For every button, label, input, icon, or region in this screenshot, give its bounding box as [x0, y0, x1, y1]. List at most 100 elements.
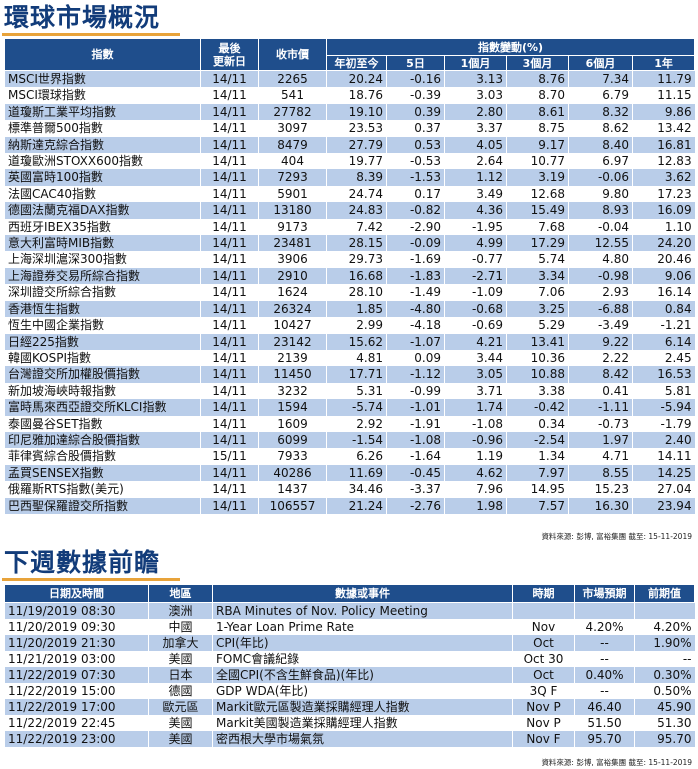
- update-date: 14/11: [200, 399, 259, 416]
- index-name: 香港恆生指數: [4, 300, 201, 318]
- close-price: 40286: [258, 464, 327, 482]
- 5d-change: -0.39: [386, 87, 445, 104]
- market-row: 標準普爾500指數 14/11 3097 23.53 0.37 3.37 8.75 8.62 1…: [4, 120, 695, 137]
- event-forecast: --: [574, 683, 635, 699]
- event-forecast: [574, 602, 635, 619]
- event-region: 加拿大: [148, 635, 213, 651]
- close-price: 23481: [258, 235, 327, 252]
- ytd-change: 21.24: [326, 497, 387, 514]
- ytd-change: 28.10: [326, 284, 387, 301]
- event-region: 歐元區: [148, 699, 213, 715]
- event-previous: 0.50%: [634, 683, 695, 699]
- 1y-change: 1.10: [631, 218, 695, 236]
- event-region: 澳洲: [148, 602, 213, 619]
- 1y-change: 5.81: [631, 382, 695, 400]
- event-region: 美國: [148, 651, 213, 667]
- 6m-change: 15.23: [568, 481, 633, 498]
- ytd-change: 2.92: [326, 415, 387, 432]
- 3m-change: 9.17: [506, 136, 569, 154]
- col-1m: 1個月: [444, 55, 507, 71]
- event-period: Nov F: [512, 731, 575, 747]
- update-date: 14/11: [200, 415, 259, 432]
- update-date: 14/11: [200, 70, 259, 88]
- market-row: 泰國曼谷SET指數 14/11 1609 2.92 -1.91 -1.08 0.34 -0.7…: [4, 415, 695, 432]
- 1y-change: 9.06: [631, 267, 695, 285]
- event-row: 11/22/2019 17:00 歐元區 Markit歐元區製造業採購經理人指數 No…: [4, 699, 695, 715]
- ytd-change: 7.42: [326, 218, 387, 236]
- 5d-change: -0.16: [386, 70, 445, 88]
- close-price: 3232: [258, 382, 327, 400]
- 1y-change: 0.84: [631, 300, 695, 318]
- event-row: 11/22/2019 22:45 美國 Markit美國製造業採購經理人指數 Nov …: [4, 715, 695, 731]
- 6m-change: -0.04: [568, 218, 633, 236]
- market-row: 俄羅斯RTS指數(美元) 14/11 1437 34.46 -3.37 7.96 14.95…: [4, 481, 695, 498]
- events-table: 日期及時間 地區 數據或事件 時期 市場預期 前期值 11/19/2019 08…: [4, 584, 695, 747]
- event-name: FOMC會議紀錄: [212, 651, 513, 667]
- 5d-change: -1.08: [386, 431, 445, 449]
- col-3m: 3個月: [506, 55, 569, 71]
- event-previous: 1.90%: [634, 635, 695, 651]
- event-period: Oct 30: [512, 651, 575, 667]
- market-row: 道瓊斯工業平均指數 14/11 27782 19.10 0.39 2.80 8.61 8.32…: [4, 103, 695, 121]
- close-price: 23142: [258, 333, 327, 350]
- 3m-change: -0.42: [506, 399, 569, 416]
- 3m-change: 3.38: [506, 382, 569, 400]
- 6m-change: -0.98: [568, 267, 633, 285]
- 5d-change: -1.64: [386, 448, 445, 465]
- market-row: 道瓊歐洲STOXX600指數 14/11 404 19.77 -0.53 2.64 10.7…: [4, 153, 695, 170]
- col-close: 收市價: [258, 38, 327, 71]
- update-date: 14/11: [200, 349, 259, 367]
- market-row: 法國CAC40指數 14/11 5901 24.74 0.17 3.49 12.68 9.80…: [4, 185, 695, 203]
- update-date: 14/11: [200, 169, 259, 186]
- event-period: Nov: [512, 619, 575, 635]
- index-name: 法國CAC40指數: [4, 185, 201, 203]
- update-date: 14/11: [200, 366, 259, 383]
- 6m-change: -3.49: [568, 317, 633, 334]
- event-previous: 51.30: [634, 715, 695, 731]
- 1y-change: 6.14: [631, 333, 695, 350]
- index-name: 上海證券交易所綜合指數: [4, 267, 201, 285]
- 5d-change: 0.37: [386, 120, 445, 137]
- 6m-change: -0.73: [568, 415, 633, 432]
- event-row: 11/20/2019 21:30 加拿大 CPI(年比) Oct -- 1.90%: [4, 635, 695, 651]
- event-row: 11/22/2019 15:00 德國 GDP WDA(年比) 3Q F -- 0.50%: [4, 683, 695, 699]
- event-period: Oct: [512, 635, 575, 651]
- 1m-change: 4.21: [444, 333, 507, 350]
- index-name: 意大利富時MIB指數: [4, 235, 201, 252]
- index-name: 巴西聖保羅證交所指數: [4, 497, 201, 514]
- 5d-change: -3.37: [386, 481, 445, 498]
- update-date: 14/11: [200, 284, 259, 301]
- ytd-change: 28.15: [326, 235, 387, 252]
- index-name: 上海深圳滬深300指數: [4, 251, 201, 268]
- ytd-change: 11.69: [326, 464, 387, 482]
- update-date: 14/11: [200, 120, 259, 137]
- 6m-change: 9.22: [568, 333, 633, 350]
- event-datetime: 11/20/2019 09:30: [4, 619, 149, 635]
- event-region: 美國: [148, 731, 213, 747]
- update-date: 14/11: [200, 382, 259, 400]
- update-date: 14/11: [200, 481, 259, 498]
- ytd-change: 16.68: [326, 267, 387, 285]
- 5d-change: -0.82: [386, 202, 445, 219]
- 3m-change: 7.97: [506, 464, 569, 482]
- 1m-change: 2.64: [444, 153, 507, 170]
- market-row: 上海深圳滬深300指數 14/11 3906 29.73 -1.69 -0.77 5.74 4…: [4, 251, 695, 268]
- col-index: 指數: [4, 38, 201, 71]
- market-row: MSCI環球指數 14/11 541 18.76 -0.39 3.03 8.70 6.79 11…: [4, 87, 695, 104]
- 6m-change: 4.71: [568, 448, 633, 465]
- index-name: 韓國KOSPI指數: [4, 349, 201, 367]
- close-price: 7293: [258, 169, 327, 186]
- event-datetime: 11/19/2019 08:30: [4, 602, 149, 619]
- close-price: 5901: [258, 185, 327, 203]
- update-date: 14/11: [200, 431, 259, 449]
- 3m-change: 5.74: [506, 251, 569, 268]
- index-name: 新加坡海峽時報指數: [4, 382, 201, 400]
- index-name: 日經225指數: [4, 333, 201, 350]
- 6m-change: 2.93: [568, 284, 633, 301]
- 3m-change: 7.68: [506, 218, 569, 236]
- 1m-change: -0.69: [444, 317, 507, 334]
- col-change-group: 指數變動(%): [325, 38, 696, 56]
- ytd-change: 4.81: [326, 349, 387, 367]
- event-forecast: 0.40%: [574, 667, 635, 683]
- event-forecast: 46.40: [574, 699, 635, 715]
